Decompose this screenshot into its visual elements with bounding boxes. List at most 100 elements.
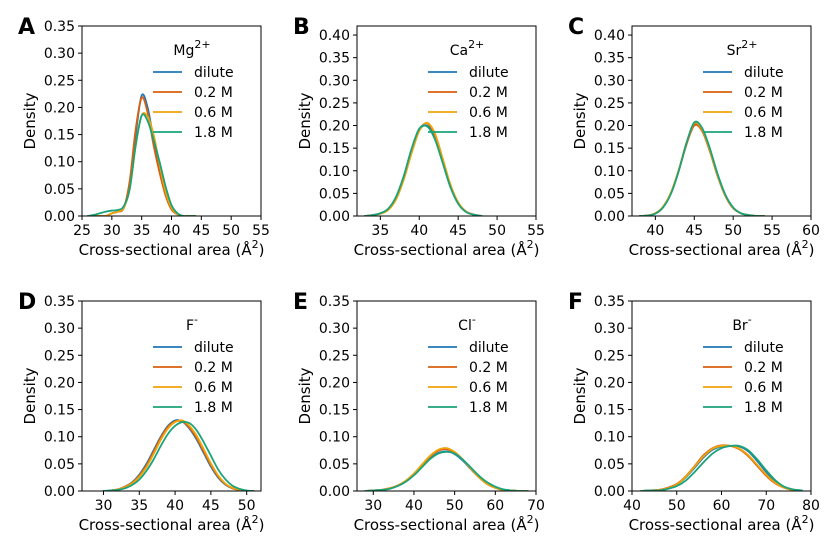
y-tick-label: 0.15 bbox=[319, 403, 350, 419]
x-tick-label: 60 bbox=[713, 498, 731, 514]
y-tick-label: 0.10 bbox=[44, 430, 75, 446]
y-tick-label: 0.15 bbox=[44, 403, 75, 419]
x-tick-label: 40 bbox=[623, 498, 641, 514]
legend-entry: 1.8 M bbox=[194, 125, 233, 141]
legend-entry: 1.8 M bbox=[744, 400, 783, 416]
legend-entry: dilute bbox=[469, 340, 509, 356]
panel-label: F bbox=[568, 290, 583, 315]
legend-entry: dilute bbox=[194, 340, 234, 356]
x-tick-label: 60 bbox=[802, 223, 820, 239]
series-line-18-m bbox=[102, 420, 255, 491]
series-line-dilute bbox=[102, 419, 255, 491]
y-tick-label: 0.05 bbox=[594, 457, 625, 473]
legend-title: Cl-​ bbox=[458, 313, 476, 334]
x-tick-label: 40 bbox=[646, 223, 664, 239]
legend-entry: 1.8 M bbox=[744, 125, 783, 141]
panel-label: C bbox=[568, 15, 584, 40]
legend-entry: 0.2 M bbox=[744, 360, 783, 376]
x-tick-label: 55 bbox=[527, 223, 545, 239]
legend-entry: 0.6 M bbox=[469, 105, 508, 121]
x-axis-label: Cross-sectional area (Å2​) bbox=[354, 238, 540, 259]
series-line-18-m bbox=[364, 451, 529, 491]
x-tick-label: 40 bbox=[166, 498, 184, 514]
x-tick-label: 50 bbox=[222, 223, 240, 239]
x-axis-label: Cross-sectional area (Å2​) bbox=[354, 513, 540, 534]
legend-entry: 0.2 M bbox=[744, 85, 783, 101]
y-axis-label: Density bbox=[296, 92, 314, 149]
x-tick-label: 50 bbox=[668, 498, 686, 514]
x-tick-label: 80 bbox=[802, 498, 820, 514]
series-group bbox=[87, 93, 197, 216]
series-line-dilute bbox=[363, 124, 483, 216]
legend-entry: 0.6 M bbox=[469, 380, 508, 396]
y-tick-label: 0.25 bbox=[319, 348, 350, 364]
x-tick-label: 30 bbox=[95, 498, 113, 514]
y-tick-label: 0.25 bbox=[44, 73, 75, 89]
panel-d: D 0.00 0.05 0.10 0.15 0.20 0.25 0.30 0.35 30 35 40 4… bbox=[18, 290, 264, 534]
series-group bbox=[638, 120, 766, 216]
y-tick-label: 0.00 bbox=[319, 484, 350, 500]
legend-title: Mg2+​ bbox=[173, 38, 210, 59]
axes-frame bbox=[356, 300, 537, 492]
y-tick-label: 0.30 bbox=[319, 321, 350, 337]
y-tick-label: 0.35 bbox=[594, 51, 625, 67]
y-tick-label: 0.35 bbox=[319, 294, 350, 310]
y-tick-label: 0.05 bbox=[44, 457, 75, 473]
legend-entry: 1.8 M bbox=[469, 400, 508, 416]
y-tick-label: 0.00 bbox=[44, 209, 75, 225]
y-tick-label: 0.10 bbox=[594, 164, 625, 180]
x-tick-label: 30 bbox=[364, 498, 382, 514]
legend-title: Sr2+​ bbox=[727, 38, 758, 59]
x-axis-label: Cross-sectional area (Å2​) bbox=[79, 513, 265, 534]
panel-label: A bbox=[18, 15, 35, 40]
y-tick-label: 0.30 bbox=[44, 46, 75, 62]
legend-entry: 0.2 M bbox=[469, 85, 508, 101]
legend-entry: dilute bbox=[469, 65, 509, 81]
axes-frame bbox=[631, 300, 812, 492]
y-tick-label: 0.30 bbox=[319, 73, 350, 89]
y-axis-label: Density bbox=[296, 367, 314, 424]
x-tick-label: 55 bbox=[252, 223, 270, 239]
x-tick-label: 60 bbox=[486, 498, 504, 514]
series-group bbox=[640, 444, 803, 491]
x-tick-label: 40 bbox=[410, 223, 428, 239]
legend-entry: 0.6 M bbox=[194, 380, 233, 396]
series-line-06-m bbox=[364, 447, 529, 491]
y-tick-label: 0.10 bbox=[319, 430, 350, 446]
x-tick-label: 50 bbox=[238, 498, 256, 514]
x-axis-label: Cross-sectional area (Å2​) bbox=[629, 513, 815, 534]
y-tick-label: 0.35 bbox=[319, 51, 350, 67]
series-line-02-m bbox=[102, 419, 255, 491]
series-line-18-m bbox=[640, 444, 803, 491]
y-tick-label: 0.00 bbox=[594, 209, 625, 225]
series-line-18-m bbox=[638, 120, 766, 216]
y-tick-label: 0.00 bbox=[44, 484, 75, 500]
y-tick-label: 0.20 bbox=[319, 375, 350, 391]
legend-entry: 0.6 M bbox=[744, 105, 783, 121]
legend-entry: 1.8 M bbox=[194, 400, 233, 416]
y-tick-label: 0.10 bbox=[44, 155, 75, 171]
axes-frame bbox=[81, 25, 262, 217]
y-tick-label: 0.05 bbox=[594, 186, 625, 202]
x-tick-label: 70 bbox=[757, 498, 775, 514]
y-tick-label: 0.15 bbox=[594, 403, 625, 419]
x-tick-label: 40 bbox=[163, 223, 181, 239]
legend-entry: 0.2 M bbox=[194, 360, 233, 376]
axes-frame bbox=[356, 25, 537, 217]
x-tick-label: 35 bbox=[371, 223, 389, 239]
panel-label: B bbox=[293, 15, 310, 40]
y-tick-label: 0.20 bbox=[44, 375, 75, 391]
x-tick-label: 40 bbox=[405, 498, 423, 514]
legend-entry: 0.6 M bbox=[194, 105, 233, 121]
panel-f: F 0.00 0.05 0.10 0.15 0.20 0.25 0.30 0.35 40 50 60 7… bbox=[568, 290, 820, 534]
y-tick-label: 0.30 bbox=[44, 321, 75, 337]
x-tick-label: 45 bbox=[192, 223, 210, 239]
x-tick-label: 35 bbox=[133, 223, 151, 239]
panel-a: A 0.00 0.05 0.10 0.15 0.20 0.25 0.30 0.35 25 30 35 4… bbox=[18, 15, 270, 259]
legend-entry: dilute bbox=[744, 65, 784, 81]
series-line-06-m bbox=[102, 419, 255, 491]
legend-entry: 1.8 M bbox=[469, 125, 508, 141]
legend: Sr2+​ dilute 0.2 M 0.6 M 1.8 M bbox=[703, 38, 784, 141]
y-tick-label: 0.05 bbox=[319, 186, 350, 202]
x-tick-label: 50 bbox=[724, 223, 742, 239]
